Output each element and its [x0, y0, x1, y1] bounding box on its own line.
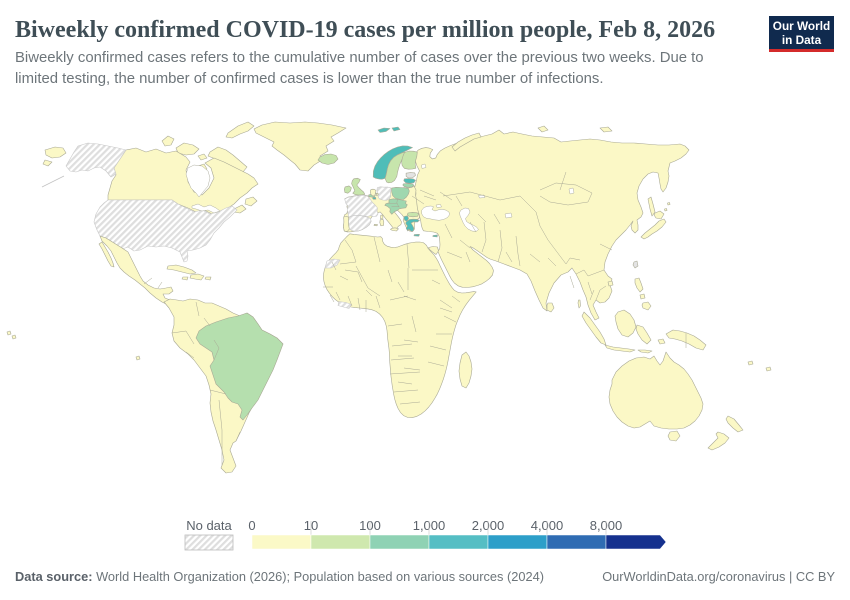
svg-text:0: 0: [248, 518, 255, 533]
svg-text:No data: No data: [186, 518, 232, 533]
